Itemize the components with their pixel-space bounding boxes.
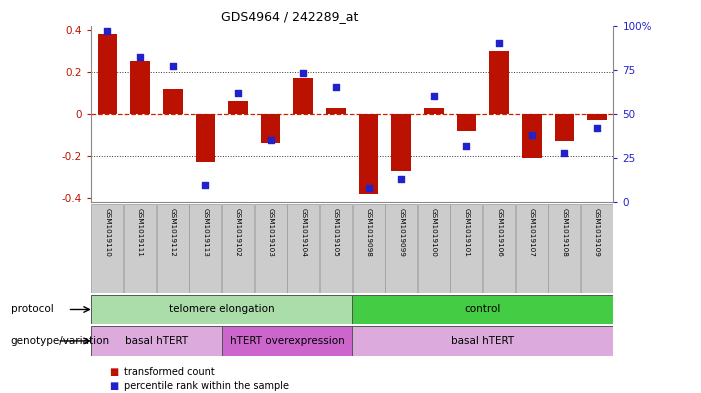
Bar xyxy=(229,101,248,114)
Text: GSM1019110: GSM1019110 xyxy=(104,208,111,257)
Text: GSM1019098: GSM1019098 xyxy=(366,208,372,257)
Point xyxy=(200,182,211,188)
Point xyxy=(363,185,374,191)
Bar xyxy=(196,114,215,162)
Bar xyxy=(124,204,156,293)
Bar xyxy=(261,114,280,143)
Text: ■: ■ xyxy=(109,381,118,391)
Bar xyxy=(386,204,417,293)
Text: GSM1019108: GSM1019108 xyxy=(562,208,567,257)
Text: GSM1019101: GSM1019101 xyxy=(463,208,470,257)
Bar xyxy=(91,326,222,356)
Point xyxy=(135,54,146,61)
Bar xyxy=(581,204,613,293)
Text: GSM1019102: GSM1019102 xyxy=(235,208,241,257)
Text: telomere elongation: telomere elongation xyxy=(169,305,275,314)
Bar xyxy=(587,114,607,120)
Point xyxy=(395,176,407,182)
Point xyxy=(428,93,440,99)
Bar xyxy=(418,204,450,293)
Bar xyxy=(287,204,319,293)
Bar xyxy=(353,326,613,356)
Bar xyxy=(522,114,542,158)
Text: GSM1019106: GSM1019106 xyxy=(496,208,502,257)
Bar xyxy=(391,114,411,171)
Bar xyxy=(91,204,123,293)
Point xyxy=(494,40,505,46)
Text: GSM1019103: GSM1019103 xyxy=(268,208,273,257)
Point xyxy=(526,132,538,138)
Text: ■: ■ xyxy=(109,367,118,377)
Bar xyxy=(326,108,346,114)
Bar xyxy=(222,204,254,293)
Point xyxy=(592,125,603,131)
Bar xyxy=(163,89,182,114)
Bar xyxy=(97,34,117,114)
Bar xyxy=(359,114,379,194)
Text: control: control xyxy=(465,305,501,314)
Text: GSM1019113: GSM1019113 xyxy=(203,208,208,257)
Bar xyxy=(130,61,150,114)
Point xyxy=(559,150,570,156)
Bar xyxy=(353,204,385,293)
Point xyxy=(233,90,244,96)
Text: basal hTERT: basal hTERT xyxy=(451,336,515,346)
Point xyxy=(330,84,341,90)
Bar xyxy=(254,204,287,293)
Bar xyxy=(489,51,509,114)
Text: GSM1019111: GSM1019111 xyxy=(137,208,143,257)
Bar xyxy=(554,114,574,141)
Text: basal hTERT: basal hTERT xyxy=(125,336,188,346)
Text: GSM1019099: GSM1019099 xyxy=(398,208,404,257)
Text: GSM1019109: GSM1019109 xyxy=(594,208,600,257)
Bar xyxy=(189,204,222,293)
Bar xyxy=(516,204,547,293)
Point xyxy=(461,143,472,149)
Point xyxy=(265,137,276,143)
Point xyxy=(167,63,178,69)
Text: GSM1019107: GSM1019107 xyxy=(529,208,535,257)
Point xyxy=(102,28,113,34)
Text: transformed count: transformed count xyxy=(124,367,215,377)
Bar xyxy=(91,295,353,324)
Bar xyxy=(451,204,482,293)
Text: GSM1019100: GSM1019100 xyxy=(431,208,437,257)
Text: hTERT overexpression: hTERT overexpression xyxy=(230,336,344,346)
Bar xyxy=(222,326,353,356)
Bar xyxy=(424,108,444,114)
Title: GDS4964 / 242289_at: GDS4964 / 242289_at xyxy=(221,10,358,23)
Bar xyxy=(294,78,313,114)
Bar xyxy=(353,295,613,324)
Bar xyxy=(548,204,580,293)
Text: percentile rank within the sample: percentile rank within the sample xyxy=(124,381,289,391)
Text: genotype/variation: genotype/variation xyxy=(11,336,109,346)
Text: GSM1019104: GSM1019104 xyxy=(300,208,306,257)
Bar xyxy=(157,204,189,293)
Bar xyxy=(457,114,476,131)
Text: protocol: protocol xyxy=(11,305,53,314)
Point xyxy=(298,70,309,76)
Text: GSM1019112: GSM1019112 xyxy=(170,208,176,257)
Bar xyxy=(483,204,515,293)
Bar xyxy=(320,204,352,293)
Text: GSM1019105: GSM1019105 xyxy=(333,208,339,257)
